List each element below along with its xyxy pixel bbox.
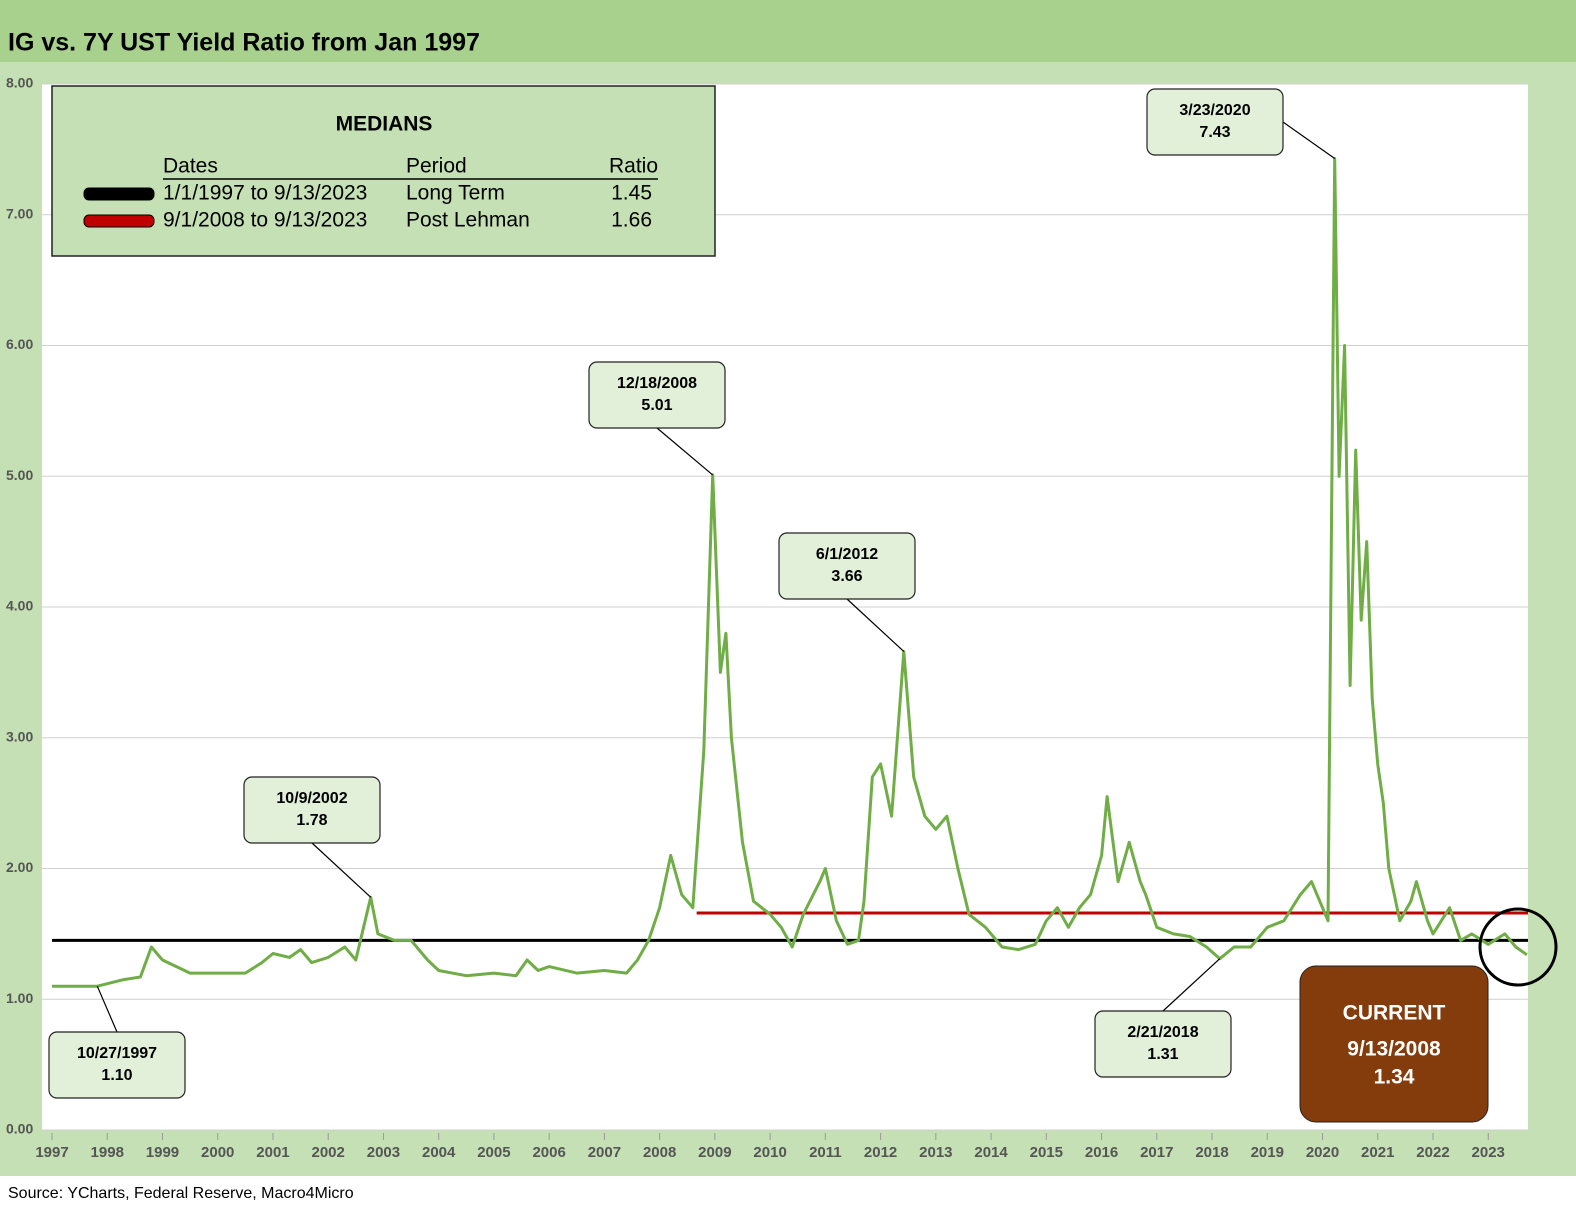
- median-period: Long Term: [406, 182, 505, 205]
- medians-header: Ratio: [609, 155, 658, 178]
- leader-line: [1162, 958, 1221, 1012]
- medians-header: Dates: [163, 155, 218, 178]
- x-tick-label: 2005: [477, 1144, 510, 1161]
- callout-box: [588, 361, 726, 429]
- callout-date: 6/1/2012: [816, 546, 878, 563]
- median-ratio: 1.45: [611, 182, 652, 205]
- x-tick-label: 1997: [35, 1144, 68, 1161]
- medians-box: [51, 85, 716, 257]
- x-tick-label: 2002: [312, 1144, 345, 1161]
- x-tick-label: 2016: [1085, 1144, 1118, 1161]
- x-tick-label: 2021: [1361, 1144, 1394, 1161]
- current-value: 1.34: [1374, 1066, 1415, 1089]
- footer: [0, 1176, 1576, 1220]
- x-tick-label: 2023: [1472, 1144, 1505, 1161]
- medians-title: MEDIANS: [336, 113, 433, 136]
- x-tick-label: 2003: [367, 1144, 400, 1161]
- x-tick-label: 2014: [974, 1144, 1008, 1161]
- y-tick-label: 2.00: [6, 859, 33, 875]
- x-tick-label: 2007: [588, 1144, 621, 1161]
- legend-swatch: [83, 187, 155, 201]
- callout-box: [48, 1031, 186, 1099]
- callout-date: 2/21/2018: [1127, 1024, 1198, 1041]
- callout-value: 5.01: [641, 397, 672, 414]
- callout-box: [1146, 88, 1284, 156]
- median-dates: 9/1/2008 to 9/13/2023: [163, 209, 367, 232]
- y-tick-label: 0.00: [6, 1121, 33, 1137]
- current-date: 9/13/2008: [1347, 1038, 1441, 1061]
- x-tick-label: 2010: [753, 1144, 786, 1161]
- legend-swatch: [83, 214, 155, 228]
- medians-header: Period: [406, 155, 467, 178]
- callout-box: [243, 776, 381, 844]
- leader-line: [1282, 121, 1336, 160]
- leader-line: [656, 427, 714, 476]
- callout-value: 1.31: [1147, 1046, 1178, 1063]
- x-tick-label: 2013: [919, 1144, 952, 1161]
- y-tick-label: 1.00: [6, 990, 33, 1006]
- leader-line: [846, 598, 905, 652]
- callout-box: [778, 532, 916, 600]
- median-dates: 1/1/1997 to 9/13/2023: [163, 182, 367, 205]
- x-tick-label: 2006: [532, 1144, 565, 1161]
- callout-date: 3/23/2020: [1179, 102, 1250, 119]
- callout-date: 10/27/1997: [77, 1045, 157, 1062]
- x-tick-label: 1998: [91, 1144, 124, 1161]
- x-tick-label: 2018: [1195, 1144, 1228, 1161]
- x-tick-label: 2022: [1416, 1144, 1449, 1161]
- x-tick-label: 2000: [201, 1144, 234, 1161]
- x-tick-label: 2009: [698, 1144, 731, 1161]
- x-tick-label: 2004: [422, 1144, 456, 1161]
- x-tick-label: 2011: [809, 1144, 842, 1161]
- y-tick-label: 5.00: [6, 467, 33, 483]
- y-tick-label: 4.00: [6, 598, 33, 614]
- callout-date: 12/18/2008: [617, 375, 697, 392]
- y-tick-label: 3.00: [6, 728, 33, 744]
- callout-value: 7.43: [1199, 124, 1230, 141]
- x-tick-label: 1999: [146, 1144, 179, 1161]
- y-tick-label: 7.00: [6, 205, 33, 221]
- x-tick-label: 2017: [1140, 1144, 1173, 1161]
- callout-value: 3.66: [831, 568, 862, 585]
- data-line: [52, 157, 1528, 988]
- title-bar: [0, 0, 1576, 62]
- y-tick-label: 8.00: [6, 75, 33, 91]
- y-tick-label: 6.00: [6, 336, 33, 352]
- x-tick-label: 2012: [864, 1144, 897, 1161]
- chart-title: IG vs. 7Y UST Yield Ratio from Jan 1997: [8, 29, 480, 57]
- callout-value: 1.10: [101, 1067, 132, 1084]
- callout-box: [1094, 1010, 1232, 1078]
- current-title: CURRENT: [1343, 1002, 1446, 1025]
- callout-value: 1.78: [296, 812, 327, 829]
- leader-line: [311, 842, 372, 898]
- current-box: [1299, 965, 1489, 1123]
- current-circle: [1478, 907, 1558, 987]
- x-tick-label: 2015: [1030, 1144, 1063, 1161]
- leader-line: [96, 985, 118, 1033]
- median-ratio: 1.66: [611, 209, 652, 232]
- median-period: Post Lehman: [406, 209, 530, 232]
- x-tick-label: 2001: [256, 1144, 289, 1161]
- source: Source: YCharts, Federal Reserve, Macro4…: [8, 1185, 354, 1202]
- x-tick-label: 2019: [1251, 1144, 1284, 1161]
- x-tick-label: 2020: [1306, 1144, 1339, 1161]
- callout-date: 10/9/2002: [276, 790, 347, 807]
- x-tick-label: 2008: [643, 1144, 676, 1161]
